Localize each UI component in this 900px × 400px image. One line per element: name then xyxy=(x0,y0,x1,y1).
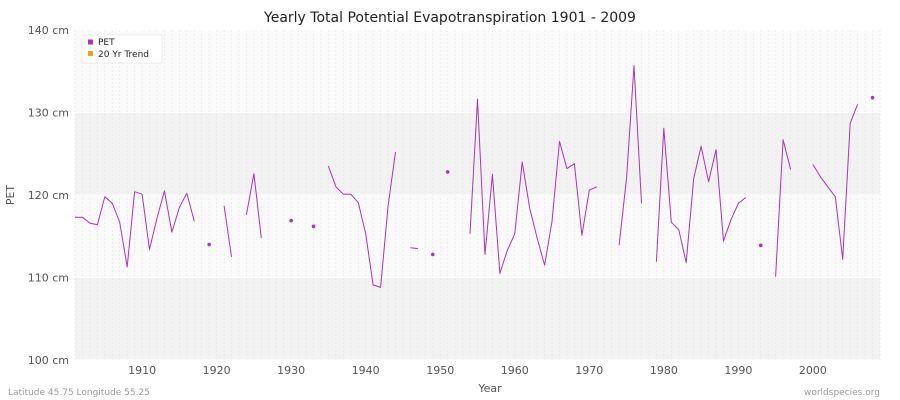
x-tick-label: 1960 xyxy=(501,364,529,377)
x-tick-label: 1970 xyxy=(575,364,603,377)
x-tick-label: 1990 xyxy=(724,364,752,377)
x-tick-label: 1980 xyxy=(650,364,678,377)
data-point xyxy=(870,95,875,100)
y-tick-label: 100 cm xyxy=(28,354,69,367)
legend-swatch-trend xyxy=(88,51,93,56)
series-line-segment xyxy=(327,152,396,288)
data-point xyxy=(430,252,435,257)
y-tick-label: 130 cm xyxy=(28,107,69,120)
legend-label-pet: PET xyxy=(98,38,115,48)
series-line-segment xyxy=(469,98,598,274)
footer-location: Latitude 45.75 Longitude 55.25 xyxy=(8,388,150,398)
x-tick-label: 2000 xyxy=(799,364,827,377)
y-axis-ticks: 100 cm 110 cm 120 cm 130 cm 140 cm xyxy=(28,24,69,367)
legend: PET 20 Yr Trend xyxy=(81,34,163,64)
y-axis-label: PET xyxy=(4,185,17,206)
x-tick-label: 1930 xyxy=(277,364,305,377)
legend-box xyxy=(81,34,163,64)
series-line-segment xyxy=(655,127,747,264)
data-point xyxy=(758,243,763,248)
series-line-segment xyxy=(410,247,418,250)
x-tick-label: 1950 xyxy=(426,364,454,377)
x-tick-label: 1910 xyxy=(128,364,156,377)
legend-swatch-pet xyxy=(88,39,93,45)
legend-label-trend: 20 Yr Trend xyxy=(98,50,149,60)
x-tick-label: 1940 xyxy=(352,364,380,377)
x-axis-ticks: 1910 1920 1930 1940 1950 1960 1970 1980 1990 2000 xyxy=(128,364,827,377)
y-tick-label: 110 cm xyxy=(28,272,69,285)
y-tick-label: 140 cm xyxy=(28,24,69,37)
horizontal-gridlines xyxy=(75,29,880,361)
x-axis-label: Year xyxy=(477,382,502,395)
series-line-segment xyxy=(223,205,232,257)
data-point xyxy=(289,218,293,223)
series-line-segment xyxy=(812,104,859,260)
footer-source: worldspecies.org xyxy=(804,388,880,398)
data-point xyxy=(311,224,316,229)
x-tick-label: 1920 xyxy=(203,364,231,377)
y-tick-label: 120 cm xyxy=(28,189,69,202)
series-line-segment xyxy=(618,65,642,246)
chart-title: Yearly Total Potential Evapotranspiratio… xyxy=(263,10,636,26)
series-line-segment xyxy=(75,190,195,268)
series-layer xyxy=(75,65,875,288)
data-point xyxy=(445,170,450,174)
data-point xyxy=(207,242,211,247)
series-line-segment xyxy=(775,139,792,277)
series-line-segment xyxy=(245,173,262,238)
